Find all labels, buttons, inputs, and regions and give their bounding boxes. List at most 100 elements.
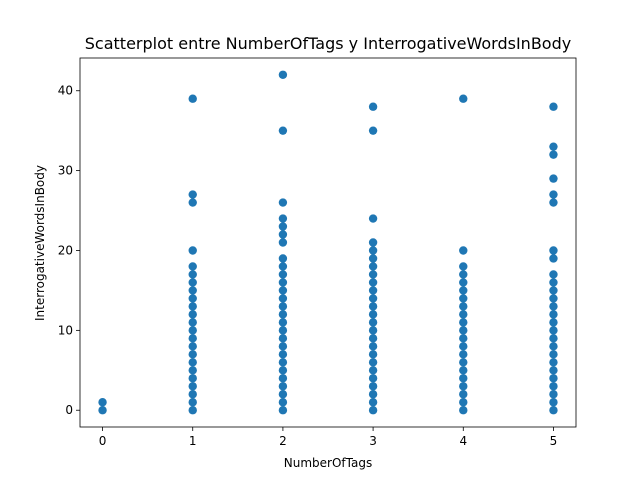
data-point <box>549 174 558 183</box>
data-point <box>549 142 558 151</box>
data-point <box>459 406 468 415</box>
chart-title: Scatterplot entre NumberOfTags y Interro… <box>85 34 571 53</box>
data-point <box>368 126 378 135</box>
points-layer <box>98 70 558 415</box>
x-tick-label: 4 <box>459 434 467 448</box>
data-point <box>188 390 197 399</box>
y-axis-ticks: 0 10 20 30 40 <box>58 84 80 417</box>
data-point <box>459 246 468 255</box>
data-point <box>188 398 197 407</box>
data-point <box>368 366 378 375</box>
data-point <box>368 342 378 351</box>
y-axis-label: InterrogativeWordsInBody <box>33 165 47 321</box>
data-point <box>368 334 378 343</box>
data-point <box>278 214 288 223</box>
data-point <box>549 254 558 263</box>
data-point <box>368 398 378 407</box>
data-point <box>549 374 558 383</box>
data-point <box>549 390 558 399</box>
data-point <box>368 382 378 391</box>
x-axis-label: NumberOfTags <box>284 456 372 470</box>
data-point <box>549 102 558 111</box>
data-point <box>278 278 288 287</box>
data-point <box>368 318 378 327</box>
data-point <box>368 238 378 247</box>
data-point <box>368 246 378 255</box>
data-point <box>549 318 558 327</box>
data-point <box>368 350 378 359</box>
data-point <box>549 190 558 199</box>
data-point <box>188 246 197 255</box>
data-point <box>459 294 468 303</box>
data-point <box>549 198 558 207</box>
data-point <box>188 198 197 207</box>
data-point <box>188 374 197 383</box>
data-point <box>278 326 288 335</box>
data-point <box>188 326 197 335</box>
data-point <box>98 398 107 407</box>
data-point <box>549 286 558 295</box>
data-point <box>549 294 558 303</box>
y-tick-label: 40 <box>58 84 73 98</box>
data-point <box>278 358 288 367</box>
data-point <box>278 334 288 343</box>
data-point <box>459 262 468 271</box>
data-point <box>368 390 378 399</box>
data-point <box>278 318 288 327</box>
data-point <box>278 406 288 415</box>
data-point <box>549 342 558 351</box>
data-point <box>549 246 558 255</box>
data-point <box>549 406 558 415</box>
data-point <box>459 270 468 279</box>
data-point <box>188 294 197 303</box>
data-point <box>278 238 288 247</box>
data-point <box>459 326 468 335</box>
data-point <box>549 334 558 343</box>
data-point <box>188 286 197 295</box>
x-tick-label: 3 <box>369 434 377 448</box>
x-tick-label: 2 <box>279 434 287 448</box>
data-point <box>278 350 288 359</box>
data-point <box>549 270 558 279</box>
data-point <box>278 270 288 279</box>
data-point <box>188 302 197 311</box>
data-point <box>278 366 288 375</box>
data-point <box>188 310 197 319</box>
data-point <box>188 270 197 279</box>
data-point <box>278 198 288 207</box>
data-point <box>278 342 288 351</box>
data-point <box>549 326 558 335</box>
data-point <box>188 342 197 351</box>
data-point <box>278 302 288 311</box>
data-point <box>459 350 468 359</box>
data-point <box>459 374 468 383</box>
data-point <box>368 374 378 383</box>
x-tick-label: 5 <box>550 434 558 448</box>
x-tick-label: 1 <box>189 434 197 448</box>
data-point <box>549 366 558 375</box>
data-point <box>278 262 288 271</box>
data-point <box>459 390 468 399</box>
data-point <box>368 262 378 271</box>
data-point <box>459 334 468 343</box>
data-point <box>459 286 468 295</box>
data-point <box>549 310 558 319</box>
data-point <box>459 318 468 327</box>
data-point <box>368 102 378 111</box>
data-point <box>278 310 288 319</box>
data-point <box>549 150 558 159</box>
x-axis-ticks: 0 1 2 3 4 5 <box>99 427 558 448</box>
data-point <box>368 294 378 303</box>
data-point <box>368 286 378 295</box>
data-point <box>278 374 288 383</box>
data-point <box>188 406 197 415</box>
data-point <box>188 350 197 359</box>
data-point <box>549 358 558 367</box>
data-point <box>278 294 288 303</box>
data-point <box>278 126 288 135</box>
data-point <box>459 278 468 287</box>
data-point <box>459 310 468 319</box>
data-point <box>368 270 378 279</box>
data-point <box>549 302 558 311</box>
